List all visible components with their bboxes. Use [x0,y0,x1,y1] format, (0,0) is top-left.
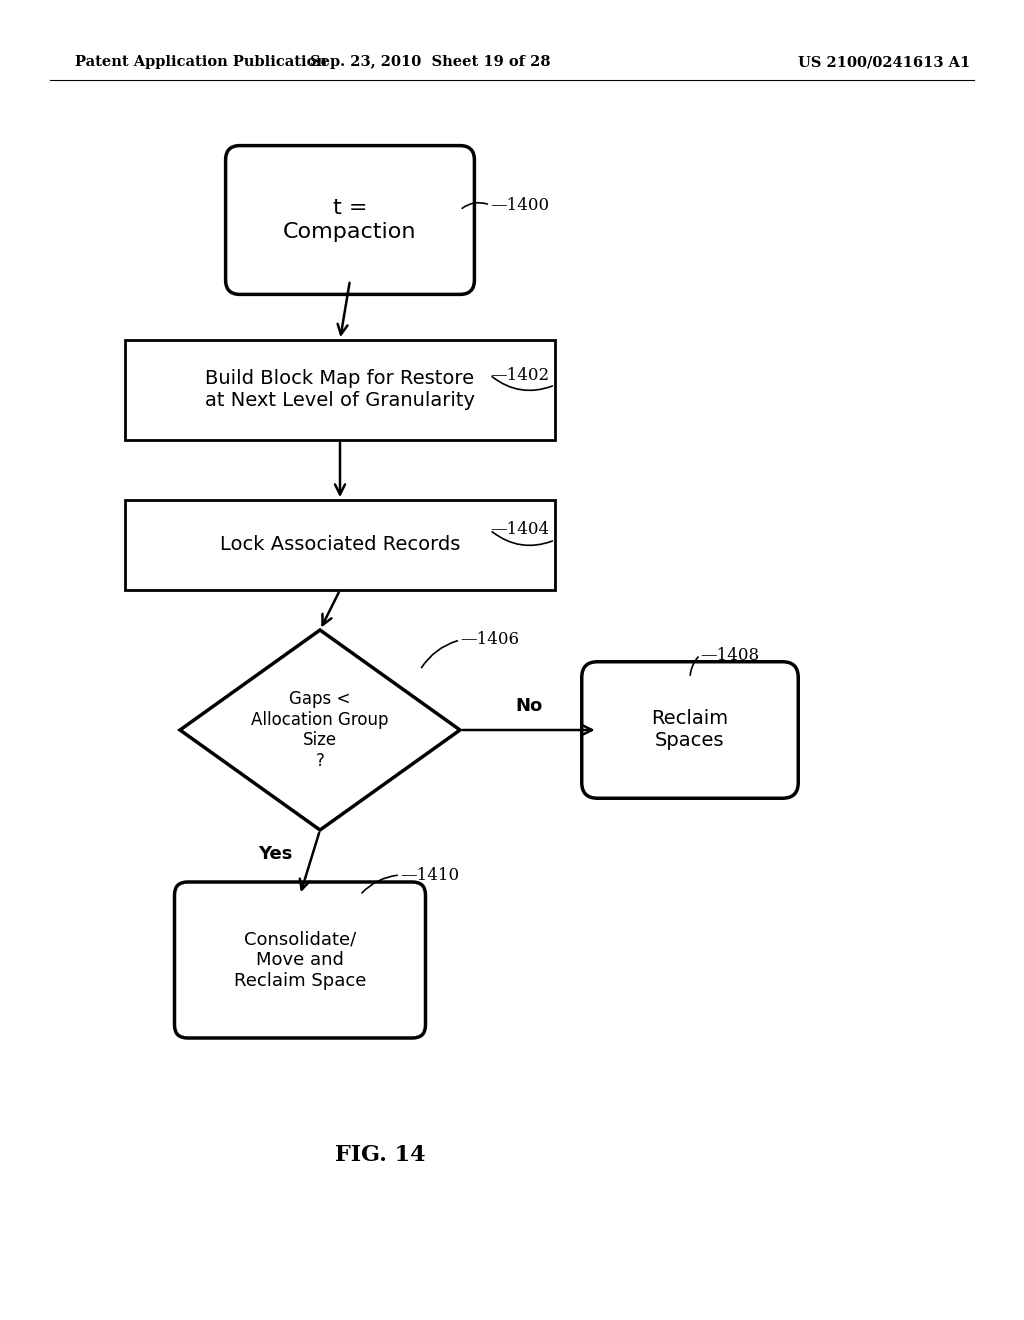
Text: US 2100/0241613 A1: US 2100/0241613 A1 [798,55,970,69]
Text: Lock Associated Records: Lock Associated Records [220,536,460,554]
Text: No: No [515,697,543,715]
FancyBboxPatch shape [582,661,799,799]
FancyBboxPatch shape [225,145,474,294]
FancyBboxPatch shape [174,882,426,1038]
Text: Yes: Yes [258,845,292,863]
Bar [125,500,555,590]
Text: —1408: —1408 [700,647,759,664]
Text: —1406: —1406 [460,631,519,648]
Text: FIG. 14: FIG. 14 [335,1144,425,1166]
Text: —1402: —1402 [490,367,549,384]
Text: Gaps <
Allocation Group
Size
?: Gaps < Allocation Group Size ? [251,690,389,770]
Text: Reclaim
Spaces: Reclaim Spaces [651,710,728,751]
Text: —1404: —1404 [490,521,549,539]
Text: t =
Compaction: t = Compaction [284,198,417,242]
Polygon shape [180,630,460,830]
Text: Sep. 23, 2010  Sheet 19 of 28: Sep. 23, 2010 Sheet 19 of 28 [309,55,550,69]
Text: Build Block Map for Restore
at Next Level of Granularity: Build Block Map for Restore at Next Leve… [205,370,475,411]
Bar [125,341,555,440]
Text: Patent Application Publication: Patent Application Publication [75,55,327,69]
Text: —1410: —1410 [400,866,459,883]
Text: Consolidate/
Move and
Reclaim Space: Consolidate/ Move and Reclaim Space [233,931,367,990]
Text: —1400: —1400 [490,197,549,214]
